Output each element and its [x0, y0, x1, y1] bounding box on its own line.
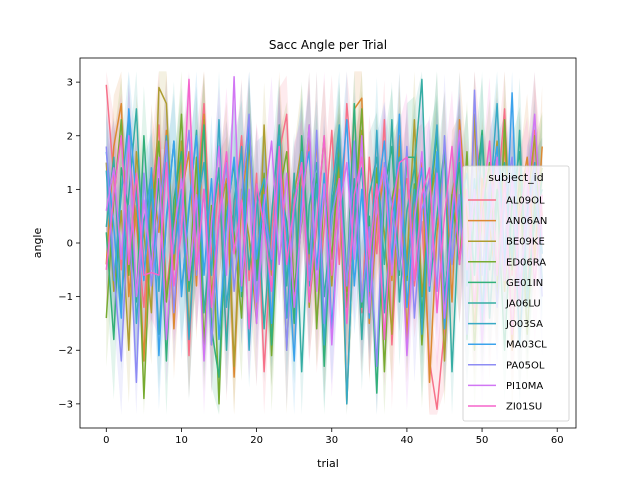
- legend-items: AL09OL AN06AN BE09KE ED06RA GE01IN JA06LU JO03…: [468, 196, 547, 413]
- y-tick-label: −3: [58, 399, 73, 410]
- legend-label-al09ol: AL09OL: [506, 196, 545, 207]
- legend: subject_id AL09OL AN06AN BE09KE ED06RA GE01I…: [462, 165, 570, 422]
- legend-label-ja06lu: JA06LU: [505, 299, 541, 310]
- x-tick-label: 40: [401, 435, 414, 446]
- legend-label-pa05ol: PA05OL: [506, 360, 545, 371]
- x-tick-label: 0: [103, 435, 109, 446]
- x-tick-label: 30: [325, 435, 338, 446]
- y-tick-label: 3: [67, 78, 73, 89]
- band-an06an: [106, 71, 543, 415]
- legend-label-pi10ma: PI10MA: [506, 381, 543, 392]
- x-tick-label: 10: [175, 435, 188, 446]
- legend-label-zi01su: ZI01SU: [506, 402, 542, 413]
- band-ja06lu: [106, 71, 543, 415]
- x-tick-label: 50: [476, 435, 489, 446]
- band-pa05ol: [106, 71, 543, 415]
- x-tick-label: 60: [551, 435, 564, 446]
- band-al09ol: [106, 71, 543, 415]
- chart-title: Sacc Angle per Trial: [269, 38, 387, 52]
- y-axis-label: angle: [31, 228, 44, 259]
- x-tick-label: 20: [250, 435, 263, 446]
- y-tick-label: 1: [67, 185, 73, 196]
- band-pi10ma: [106, 71, 543, 415]
- y-tick-label: −2: [58, 346, 73, 357]
- x-axis: 0 10 20 30 40 50 60: [103, 428, 564, 446]
- legend-label-ma03cl: MA03CL: [506, 340, 547, 351]
- x-axis-label: trial: [317, 457, 339, 470]
- legend-label-jo03sa: JO03SA: [505, 319, 543, 330]
- y-axis: −3 −2 −1 0 1 2 3: [58, 78, 80, 410]
- y-tick-label: 0: [67, 239, 73, 250]
- y-tick-label: −1: [58, 292, 73, 303]
- legend-label-ed06ra: ED06RA: [506, 257, 546, 268]
- legend-label-be09ke: BE09KE: [506, 237, 545, 248]
- legend-title: subject_id: [488, 171, 543, 184]
- legend-label-an06an: AN06AN: [506, 216, 547, 227]
- y-tick-label: 2: [67, 131, 73, 142]
- legend-box: [462, 165, 570, 422]
- legend-label-ge01in: GE01IN: [506, 278, 543, 289]
